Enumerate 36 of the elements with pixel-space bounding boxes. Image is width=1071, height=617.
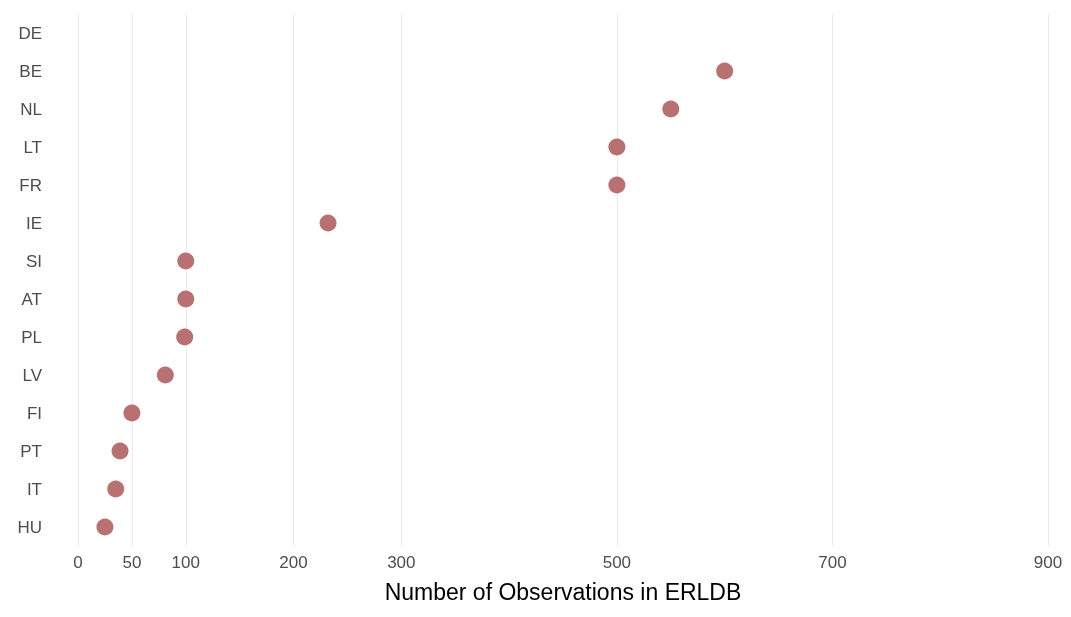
y-tick-label: SI (25, 251, 42, 271)
x-tick-label: 50 (122, 553, 142, 572)
x-tick-label: 900 (1033, 553, 1063, 572)
point (156, 366, 174, 384)
y-tick-label: PT (20, 441, 42, 461)
point (177, 252, 195, 270)
y-tick-label: AT (21, 289, 42, 309)
x-tick-label: 0 (73, 553, 83, 572)
y-tick-label: HU (17, 517, 42, 537)
y-tick-label: FI (26, 403, 42, 423)
point (96, 518, 114, 536)
x-tick-label: 700 (818, 553, 847, 572)
point (662, 100, 680, 118)
y-tick-label: IT (26, 479, 42, 499)
point (107, 480, 125, 498)
y-tick-label: DE (18, 23, 42, 43)
y-tick-label: IE (25, 213, 42, 233)
x-axis-title: Number of Observations in ERLDB (384, 578, 742, 605)
point (716, 62, 734, 80)
point (319, 214, 337, 232)
y-tick-label: NL (20, 99, 42, 119)
y-tick-label: LV (22, 365, 43, 385)
point (111, 442, 129, 460)
y-tick-label: LT (23, 137, 42, 157)
x-tick-label: 200 (279, 553, 308, 572)
x-tick-label: 100 (171, 553, 200, 572)
x-tick-label: 500 (602, 553, 632, 572)
x-tick-label: 300 (387, 553, 416, 572)
y-tick-label: PL (21, 327, 42, 347)
point (608, 138, 626, 156)
y-tick-label: FR (19, 175, 42, 195)
point (177, 290, 195, 308)
y-tick-label: BE (19, 61, 42, 81)
point (176, 328, 194, 346)
point (608, 176, 626, 194)
point (123, 404, 141, 422)
